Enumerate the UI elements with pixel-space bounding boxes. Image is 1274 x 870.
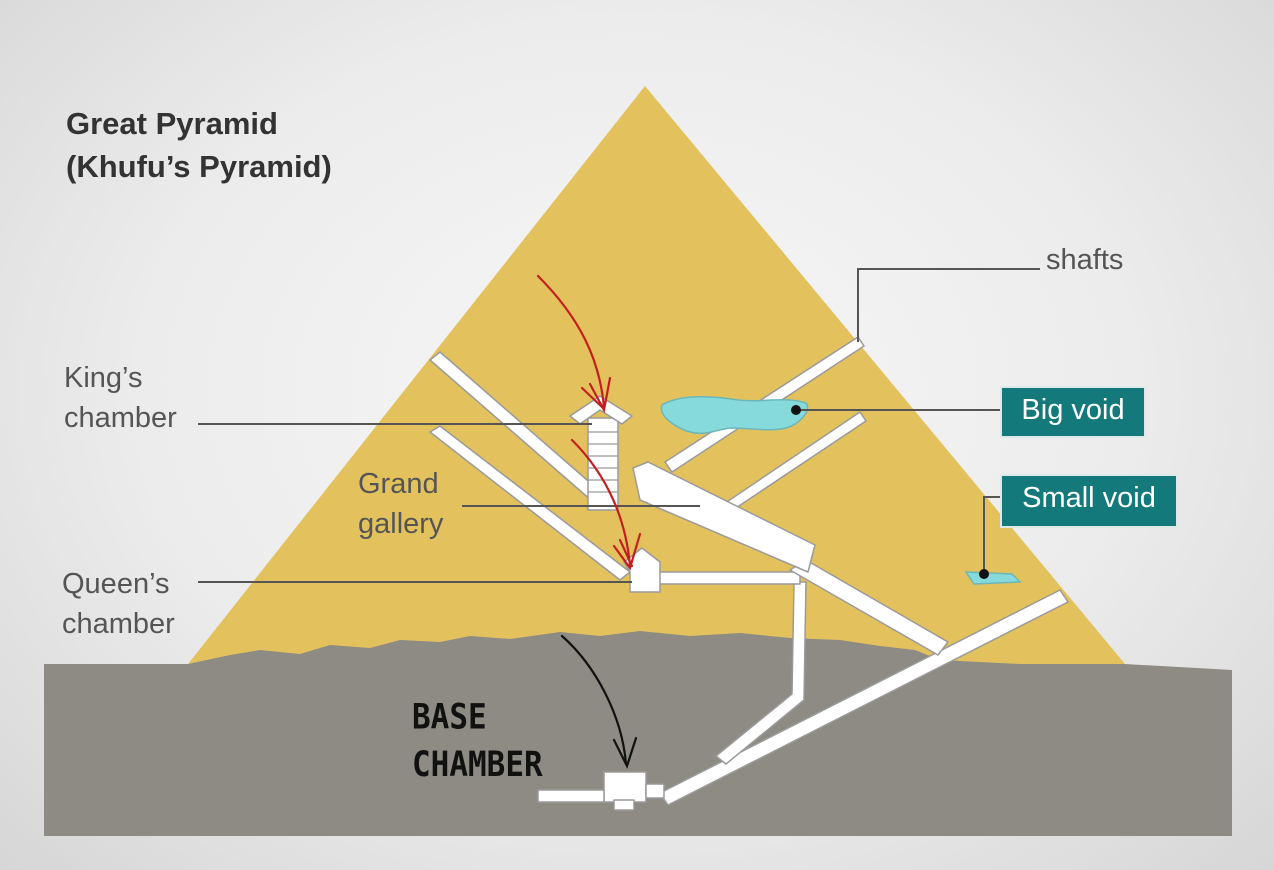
- queens-chamber-line-1: Queen’s: [62, 568, 170, 600]
- annotation-line-2: CHAMBER: [412, 744, 543, 785]
- small-void: [964, 571, 1022, 585]
- leader-lines: [198, 268, 1040, 583]
- queens-chamber-line-2: chamber: [62, 608, 175, 640]
- base-passage-left: [537, 789, 605, 803]
- well-shaft: [715, 581, 807, 765]
- queens-chamber-label: Queen’s chamber: [62, 564, 175, 644]
- small-void-leader: [983, 496, 1002, 574]
- shafts-label: shafts: [1046, 244, 1124, 276]
- annotation-line-1: BASE: [412, 697, 487, 738]
- base-passage-right: [645, 783, 665, 799]
- title-line-2: (Khufu’s Pyramid): [66, 149, 332, 184]
- base-chamber: [603, 771, 647, 803]
- queens-passage: [649, 571, 801, 585]
- grand-gallery-line-1: Grand: [358, 468, 439, 500]
- kings-chamber-line-1: King’s: [64, 362, 143, 394]
- base-chamber-pit: [613, 799, 635, 811]
- big-void: [660, 396, 809, 435]
- title-line-1: Great Pyramid: [66, 106, 278, 141]
- grand-gallery: [632, 461, 816, 573]
- red-arrow-kings: [536, 274, 606, 410]
- small-void-dot: [979, 569, 989, 579]
- kings-chamber-label: King’s chamber: [64, 358, 177, 438]
- base-chamber-arrow: [560, 634, 638, 769]
- ground: [44, 631, 1232, 836]
- red-arrows: [536, 274, 642, 571]
- grand-gallery-label: Grand gallery: [358, 464, 443, 544]
- descending-corridor: [659, 589, 1069, 806]
- passages: [429, 336, 1069, 811]
- big-void-dot: [791, 405, 801, 415]
- small-void-box: Small void: [1000, 474, 1178, 528]
- base-chamber-annotation: BASE CHAMBER: [412, 694, 543, 788]
- shafts-leader: [857, 268, 1040, 342]
- big-void-box: Big void: [1000, 386, 1146, 438]
- grand-gallery-line-2: gallery: [358, 508, 444, 540]
- diagram-title: Great Pyramid (Khufu’s Pyramid): [66, 102, 332, 188]
- kings-chamber-line-2: chamber: [64, 402, 177, 434]
- pyramid-body: [188, 86, 1125, 664]
- red-arrow-queens: [570, 438, 632, 568]
